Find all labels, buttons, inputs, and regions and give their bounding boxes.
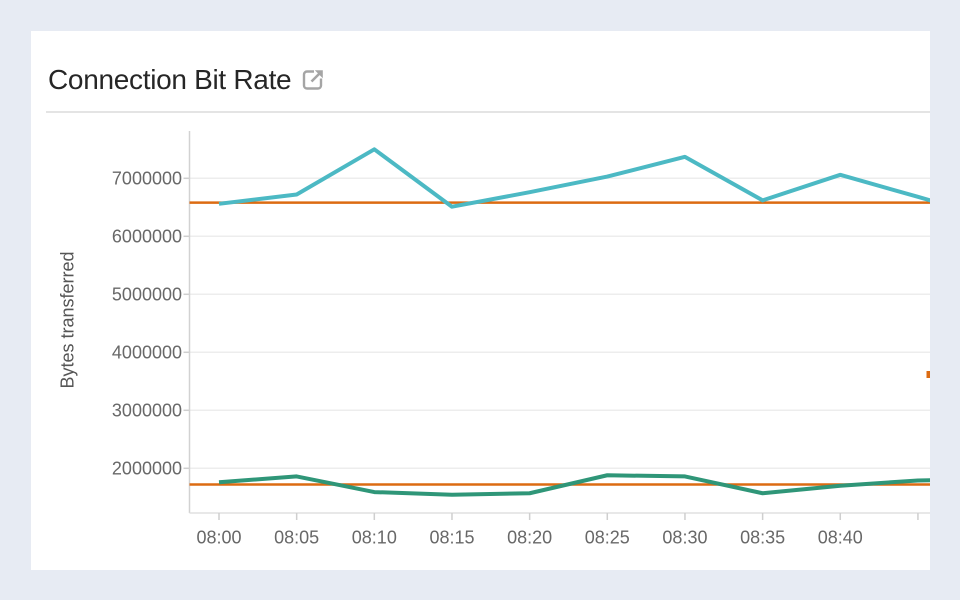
x-tick-label: 08:15 [429,528,474,548]
y-axis-label: Bytes transferred [57,251,78,389]
y-tick-label: 2000000 [112,459,182,479]
chart-card: Connection Bit Rate Bytes transferred 20… [31,31,930,570]
clipped-orange-fragment [926,371,930,378]
series-line-lower-line[interactable] [218,473,930,497]
y-tick-label: 5000000 [112,285,182,305]
title-divider [46,111,930,113]
x-tick-label: 08:00 [196,528,241,548]
x-tick-label: 08:25 [585,528,630,548]
y-tick-label: 6000000 [112,227,182,247]
y-tick-label: 4000000 [112,343,182,363]
y-tick-label: 7000000 [112,169,182,189]
x-tick-label: 08:10 [352,528,397,548]
x-tick-label: 08:40 [818,528,863,548]
chart-header: Connection Bit Rate [48,64,326,96]
chart-plot-area[interactable]: 2000000 3000000 4000000 5000000 6000000 70000… [31,31,930,570]
x-tick-label: 08:20 [507,528,552,548]
x-tick-label: 08:05 [274,528,319,548]
external-link-icon[interactable] [300,67,326,93]
y-tick-label: 3000000 [112,401,182,421]
chart-title: Connection Bit Rate [48,64,292,95]
x-tick-label: 08:35 [740,528,785,548]
x-tick-label: 08:30 [662,528,707,548]
series-line-upper-line[interactable] [218,147,930,219]
